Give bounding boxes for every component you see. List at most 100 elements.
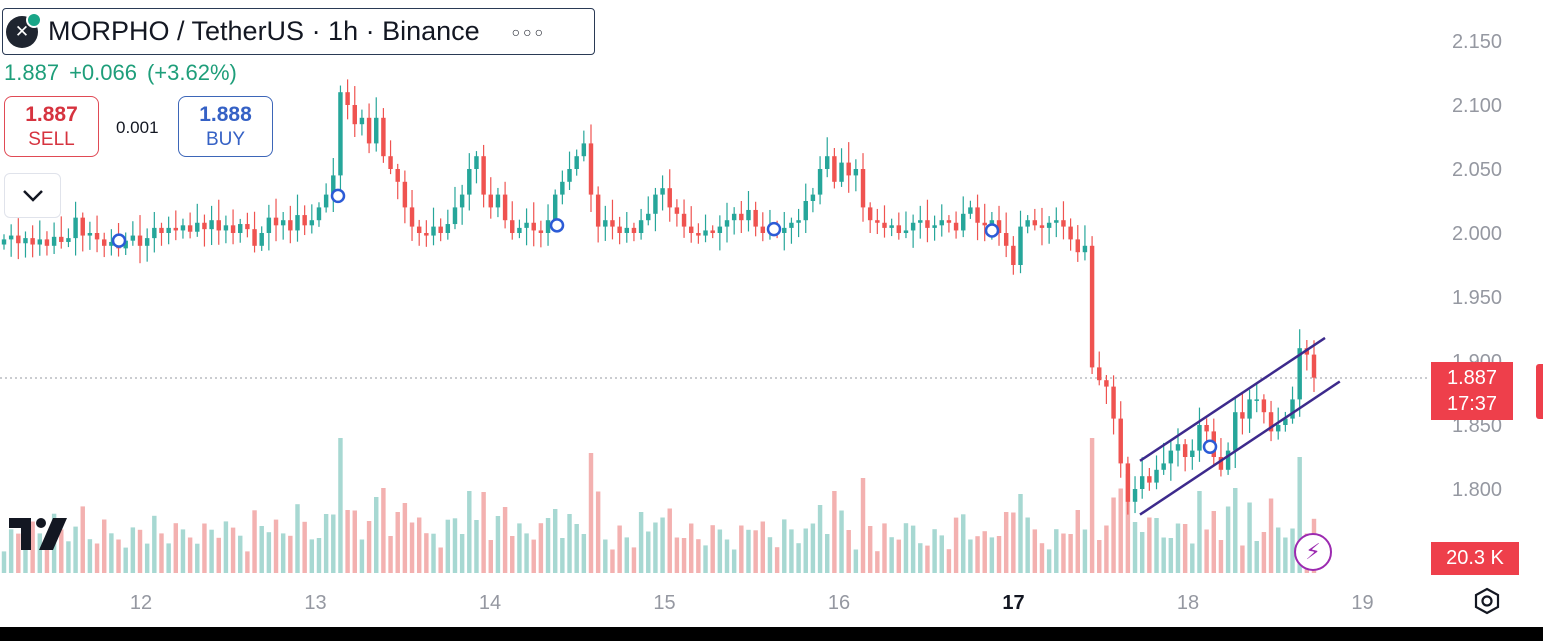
event-marker (111, 233, 127, 248)
volume-bar (717, 529, 723, 573)
candle-body (724, 220, 730, 227)
volume-bar (531, 539, 536, 573)
candle-body (681, 213, 687, 227)
volume-bar (975, 536, 980, 573)
volume-bar (688, 523, 694, 573)
candle-body (617, 226, 622, 233)
candle-body (696, 233, 701, 236)
volume-bar (59, 529, 64, 573)
volume-bar (137, 529, 143, 573)
volume-bar (1089, 438, 1095, 573)
volume-bar (152, 515, 157, 573)
candle-body (1003, 233, 1009, 246)
candle-body (467, 169, 472, 195)
symbol-header[interactable]: ✕ MORPHO / TetherUS · 1h · Binance ○○○ (2, 8, 595, 55)
candle-body (295, 215, 300, 231)
volume-bar (767, 537, 773, 573)
chevron-down-icon (22, 189, 43, 202)
volume-bar (445, 519, 451, 573)
volume-bar (245, 551, 250, 573)
spread-value: 0.001 (116, 118, 159, 137)
settings-icon[interactable] (1472, 586, 1502, 616)
candle-body (517, 227, 522, 233)
sell-button[interactable]: 1.887 SELL (4, 96, 99, 157)
tradingview-logo-icon[interactable] (9, 518, 69, 550)
candle-body (123, 240, 128, 249)
candle-body (1139, 476, 1145, 489)
x-tick-label: 16 (828, 592, 850, 614)
volume-bar (538, 523, 544, 573)
volume-bar (73, 526, 78, 573)
volume-bar (1197, 491, 1202, 573)
volume-bar (903, 523, 909, 573)
candle-body (195, 222, 200, 232)
candle-body (245, 224, 250, 230)
volume-bar (961, 514, 966, 573)
candle-body (381, 117, 386, 157)
candle-body (839, 162, 844, 182)
lightning-icon[interactable]: ⚡ (1294, 533, 1332, 571)
candle-body (1111, 386, 1116, 419)
candle-body (552, 194, 558, 221)
volume-bar (488, 540, 493, 573)
volume-bar (388, 536, 393, 573)
candle-body (903, 230, 909, 233)
volume-bar (1011, 512, 1016, 573)
candle-body (1204, 425, 1209, 432)
volume-bar (431, 533, 436, 573)
volume-bar (653, 522, 658, 573)
volume-bar (524, 533, 529, 573)
volume-bar (316, 538, 322, 573)
candle-body (595, 194, 601, 227)
volume-bar (839, 510, 844, 573)
x-tick-label: 12 (130, 592, 152, 614)
volume-bar (187, 537, 193, 573)
price-change-abs: +0.066 (69, 60, 137, 85)
volume-bar (1111, 497, 1116, 573)
volume-bar (918, 543, 923, 573)
volume-bar (1168, 538, 1174, 573)
volume-bar (331, 514, 336, 573)
volume-bar (323, 514, 329, 573)
volume-bar (696, 539, 701, 573)
volume-bar (359, 539, 365, 573)
candle-body (438, 226, 443, 233)
candle-body (796, 220, 801, 223)
volume-bar (1211, 511, 1217, 573)
volume-bar (288, 535, 293, 573)
volume-bar (252, 510, 257, 573)
volume-bar (982, 531, 987, 573)
volume-bar (1290, 528, 1295, 573)
volume-bar (230, 527, 236, 573)
candle-body (1247, 399, 1252, 419)
candle-body (825, 156, 830, 169)
candle-body (159, 227, 164, 233)
candle-body (932, 225, 937, 228)
candle-body (1225, 450, 1231, 470)
volume-bar (424, 533, 429, 573)
volume-bar (502, 507, 508, 573)
candle-body (94, 233, 100, 240)
candle-body (889, 225, 894, 228)
more-options-icon[interactable]: ○○○ (511, 23, 547, 40)
buy-price: 1.888 (199, 103, 252, 126)
candle-body (918, 220, 923, 223)
candle-body (731, 213, 737, 221)
candle-body (667, 188, 672, 208)
candle-body (302, 215, 307, 226)
event-marker (1202, 439, 1218, 455)
collapse-button[interactable] (4, 173, 61, 218)
candle-body (1182, 444, 1188, 457)
buy-button[interactable]: 1.888 BUY (178, 96, 273, 157)
candle-body (810, 194, 816, 201)
volume-bar (30, 521, 35, 573)
volume-bar (610, 549, 615, 573)
candle-body (560, 181, 565, 195)
candle-body (803, 201, 808, 221)
volume-bar (681, 538, 687, 573)
candle-body (187, 225, 193, 232)
candle-body (445, 224, 451, 233)
volume-bar (739, 525, 744, 573)
